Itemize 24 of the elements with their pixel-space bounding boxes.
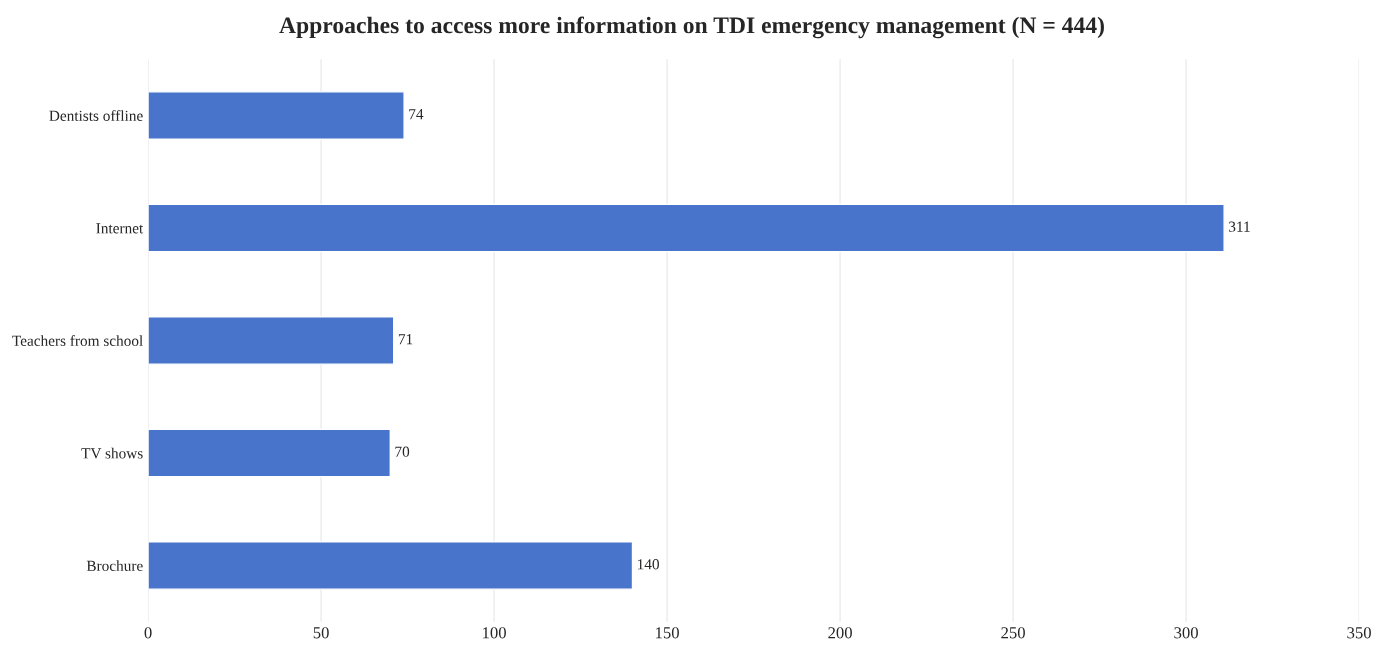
- data-label: 70: [395, 446, 410, 457]
- data-label: 311: [1229, 221, 1250, 232]
- data-label: 71: [398, 334, 413, 345]
- chart-title: Approaches to access more information on TDI emergency management (N = 444): [279, 16, 1104, 39]
- bar: [148, 541, 634, 590]
- y-tick-label: Brochure: [86, 560, 143, 571]
- x-tick-label: 350: [1347, 627, 1371, 639]
- y-tick-label: Teachers from school: [12, 335, 143, 346]
- bar: [148, 428, 391, 478]
- y-tick-label: Internet: [96, 223, 144, 234]
- x-tick-label: 300: [1174, 627, 1198, 639]
- bar: [148, 203, 1225, 253]
- x-tick-label: 200: [828, 627, 852, 639]
- x-tick-label: 50: [313, 627, 329, 639]
- y-tick-label: TV shows: [81, 447, 143, 459]
- y-tick-label: Dentists offline: [49, 110, 143, 121]
- x-tick-label: 250: [1001, 627, 1025, 639]
- bar: [148, 91, 405, 140]
- data-label: 140: [638, 559, 659, 570]
- data-label: 74: [409, 109, 424, 120]
- bar: [148, 316, 395, 365]
- x-tick-label: 0: [144, 627, 152, 639]
- x-tick-label: 100: [483, 627, 506, 639]
- x-tick-label: 150: [656, 627, 679, 639]
